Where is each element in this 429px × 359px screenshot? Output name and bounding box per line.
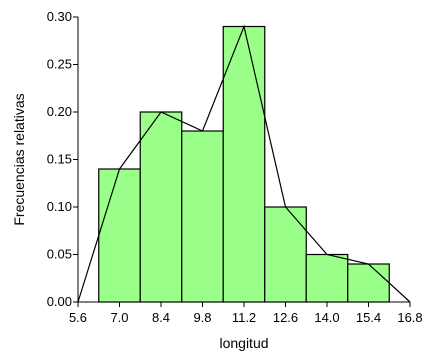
- x-axis-title: longitud: [219, 335, 268, 351]
- x-tick-label-7: 15.4: [356, 310, 381, 325]
- y-tick-label-3: 0.15: [47, 152, 72, 167]
- y-tick-label-6: 0.30: [47, 9, 72, 24]
- x-tick-label-3: 9.8: [193, 310, 211, 325]
- x-axis-ticks: 5.6 7.0 8.4 9.8 11.2 12.6 14.0 15.4 16.8: [69, 302, 423, 325]
- histogram-bar-3: [222, 25, 266, 303]
- y-axis-ticks: 0.00 0.05 0.10 0.15 0.20 0.25 0.30: [47, 9, 78, 309]
- frequency-polygon-line: [77, 24, 411, 303]
- histogram-bar-6: [347, 263, 390, 303]
- histogram-bar-0: [98, 168, 141, 303]
- x-tick-label-8: 16.8: [397, 310, 422, 325]
- x-tick-label-1: 7.0: [110, 310, 128, 325]
- y-axis-title: Frecuencias relativas: [11, 93, 27, 225]
- histogram-bar-4: [264, 206, 307, 303]
- y-tick-label-2: 0.10: [47, 199, 72, 214]
- histogram-bar-5: [305, 253, 349, 303]
- x-tick-label-0: 5.6: [69, 310, 87, 325]
- x-tick-label-5: 12.6: [273, 310, 298, 325]
- histogram-bar-1: [139, 111, 183, 303]
- x-tick-label-4: 11.2: [232, 310, 256, 325]
- bars-group: [98, 25, 390, 303]
- x-tick-label-2: 8.4: [152, 310, 170, 325]
- frequency-polygon-group: [77, 24, 411, 303]
- y-tick-label-4: 0.20: [47, 104, 72, 119]
- x-tick-label-6: 14.0: [314, 310, 339, 325]
- y-tick-label-0: 0.00: [47, 294, 72, 309]
- histogram-bar-2: [181, 130, 224, 303]
- y-tick-label-1: 0.05: [47, 247, 72, 262]
- y-tick-label-5: 0.25: [47, 57, 72, 72]
